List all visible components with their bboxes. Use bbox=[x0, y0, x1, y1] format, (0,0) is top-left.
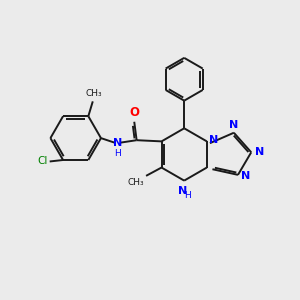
Text: N: N bbox=[229, 120, 239, 130]
Text: N: N bbox=[113, 138, 122, 148]
Text: Cl: Cl bbox=[38, 157, 48, 166]
Text: H: H bbox=[184, 191, 191, 200]
Text: N: N bbox=[255, 147, 264, 157]
Text: H: H bbox=[115, 149, 121, 158]
Text: CH₃: CH₃ bbox=[86, 89, 103, 98]
Text: N: N bbox=[241, 171, 250, 181]
Text: N: N bbox=[209, 135, 218, 145]
Text: CH₃: CH₃ bbox=[127, 178, 144, 187]
Text: N: N bbox=[178, 186, 187, 196]
Text: O: O bbox=[129, 106, 139, 119]
